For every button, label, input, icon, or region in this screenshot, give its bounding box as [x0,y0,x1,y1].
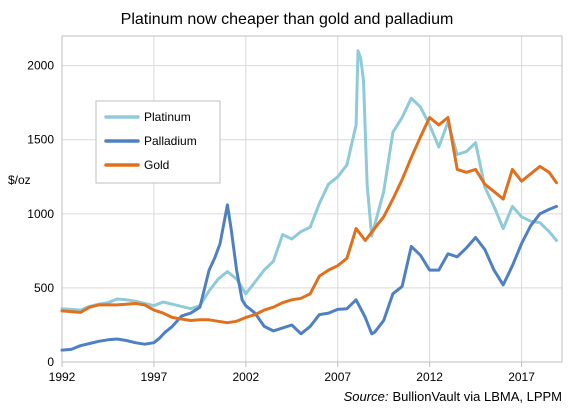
x-tick-label: 2017 [508,370,535,384]
legend: Platinum Palladium Gold [95,100,221,184]
x-tick-label: 1997 [141,370,168,384]
source-label: Source: [344,389,389,404]
axes [61,35,563,367]
legend-label-palladium: Palladium [144,134,197,148]
source-text: BullionVault via LBMA, LPPM [392,389,562,404]
x-tick-label: 2007 [324,370,351,384]
legend-label-gold: Gold [144,158,169,172]
legend-label-platinum: Platinum [144,110,191,124]
chart-title: Platinum now cheaper than gold and palla… [121,11,454,28]
y-tick-label: 0 [47,355,54,369]
y-tick-label: 2000 [27,59,54,73]
series-line-palladium [60,203,558,352]
y-tick-label: 1000 [27,207,54,221]
series-line-gold [60,116,558,325]
y-tick-label: 500 [34,281,54,295]
plot-area-border [61,35,563,363]
x-tick-labels: 1992 1997 2002 2007 2012 2017 [49,370,536,384]
x-tick-label: 2012 [416,370,443,384]
series-line-platinum [60,49,558,312]
y-axis-unit-label: $/oz [8,173,31,187]
x-tick-label: 1992 [49,370,76,384]
y-tick-label: 1500 [27,133,54,147]
source-note: Source: BullionVault via LBMA, LPPM [344,389,562,404]
legend-box [95,100,221,184]
gridlines [62,36,562,362]
series-lines [60,49,558,352]
x-tick-label: 2002 [232,370,259,384]
y-tick-labels: 0 500 1000 1500 2000 [27,59,54,369]
